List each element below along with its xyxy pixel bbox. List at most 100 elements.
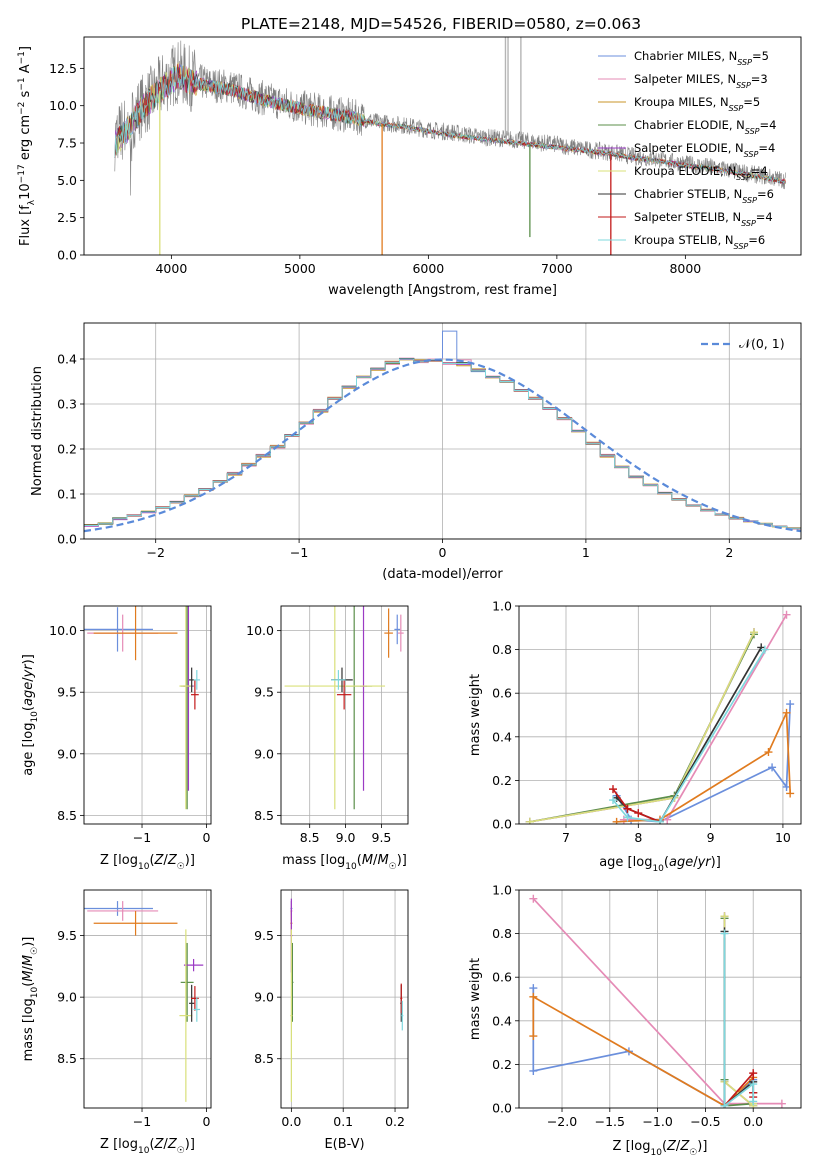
- legend-text: Kroupa STELIB, N: [634, 233, 734, 247]
- x-tick-label: 0: [203, 830, 211, 845]
- label-part: 10: [652, 864, 664, 874]
- weight-point: [525, 817, 534, 824]
- panel-spectrum: 4000 5000 6000 7000 8000 0.0 2.5 5.0 7.5 10.0 12.5…: [17, 36, 802, 298]
- plot-area: [84, 323, 801, 539]
- weight-point: [760, 645, 769, 654]
- x-axis-label: mass [log10(M/M☉)]: [282, 853, 407, 872]
- y-tick-label: 0.6: [492, 970, 512, 985]
- weight-point: [529, 1066, 538, 1075]
- x-tick-label: 8.5: [300, 830, 320, 845]
- x-tick-label: 2: [725, 545, 733, 560]
- y-tick-label: 9.5: [254, 685, 274, 700]
- y-tick-label: 8.5: [254, 808, 274, 823]
- y-tick-label: 0.0: [492, 817, 512, 832]
- x-tick-label: 7: [562, 830, 570, 845]
- x-tick-label: −1.0: [642, 1114, 672, 1129]
- legend-text: Kroupa MILES, N: [634, 95, 729, 109]
- x-tick-label: −1: [133, 1114, 151, 1129]
- label-part: ]: [18, 46, 33, 51]
- legend-label: Kroupa STELIB, NSSP=6: [634, 233, 765, 251]
- label-part: )]: [21, 937, 36, 947]
- weight-series-line: [532, 995, 754, 1107]
- legend-label: Chabrier STELIB, NSSP=6: [634, 187, 774, 205]
- y-axis-label: mass [log10(M/M☉)]: [21, 937, 40, 1062]
- plot-area: [114, 37, 786, 255]
- weight-point: [782, 610, 791, 619]
- weight-point: [609, 785, 617, 794]
- panel-age_vs_Z: −1 08.59.09.510.0Z [log10(Z/Z☉)]age [log1…: [21, 605, 212, 872]
- y-tick-label: 1.0: [492, 599, 512, 614]
- weight-series-line: [612, 649, 766, 823]
- y-tick-label: 8.5: [57, 808, 77, 823]
- label-part: M: [21, 955, 36, 966]
- weight-series-line: [532, 898, 782, 1105]
- model-spectrum: [114, 64, 786, 185]
- y-tick-label: 1.0: [492, 883, 512, 898]
- y-tick-label: 8.5: [57, 1051, 77, 1066]
- y-axis-label: Normed distribution: [30, 366, 45, 496]
- label-part: Z [log: [100, 1137, 138, 1152]
- x-tick-label: 4000: [155, 261, 187, 276]
- legend-sub: SSP: [729, 104, 744, 113]
- y-tick-label: 0.0: [57, 532, 77, 547]
- weight-point: [529, 984, 538, 993]
- legend: 𝒩(0, 1): [701, 336, 785, 351]
- plot-area: [84, 606, 211, 824]
- axes-frame: [83, 322, 802, 540]
- weight-point: [750, 628, 758, 637]
- y-tick-label: 9.0: [254, 990, 274, 1005]
- x-tick-label: 8: [634, 830, 642, 845]
- weight-point: [749, 1069, 758, 1078]
- y-tick-label: 0.8: [492, 926, 512, 941]
- label-part: (: [149, 853, 154, 868]
- label-part: erg cm: [18, 115, 33, 164]
- label-part: /: [373, 853, 378, 868]
- label-part: (: [357, 853, 362, 868]
- y-tick-label: 9.0: [57, 746, 77, 761]
- legend-label: Kroupa ELODIE, NSSP=4: [634, 164, 768, 182]
- label-part: )]: [21, 654, 36, 664]
- y-tick-label: 0.2: [492, 773, 512, 788]
- y-tick-label: 0.8: [492, 642, 512, 657]
- axes-frame: [83, 36, 802, 256]
- axes-frame: [280, 605, 409, 825]
- label-part: s: [18, 90, 33, 101]
- x-tick-label: 6000: [412, 261, 444, 276]
- label-part: 10: [138, 862, 150, 872]
- x-tick-label: 0.1: [333, 1114, 353, 1129]
- axes-frame: [83, 889, 212, 1109]
- y-tick-label: 9.5: [57, 685, 77, 700]
- label-part: M: [362, 853, 373, 868]
- weight-point: [529, 992, 538, 1001]
- weight-series-line: [723, 1070, 755, 1107]
- x-tick-label: 9: [707, 830, 715, 845]
- label-part: /: [676, 1139, 681, 1154]
- label-part: age [log: [599, 855, 652, 870]
- x-tick-label: 9.5: [372, 830, 392, 845]
- weight-series-line: [723, 933, 755, 1108]
- label-part: M: [21, 970, 36, 981]
- weight-point: [786, 700, 795, 709]
- x-tick-label: 8000: [669, 261, 701, 276]
- label-part: )]: [697, 1139, 707, 1154]
- x-tick-label: 0: [439, 545, 447, 560]
- x-tick-label: 5000: [284, 261, 316, 276]
- label-part: yr: [21, 663, 36, 679]
- y-tick-label: 0.1: [57, 487, 77, 502]
- figure-layer: 4000 5000 6000 7000 80000.02.55.07.510.012.5…: [17, 36, 802, 1158]
- legend-tail: =4: [751, 164, 768, 178]
- y-axis-label: mass weight: [468, 674, 483, 756]
- label-part: age: [21, 682, 36, 706]
- x-tick-label: 9.0: [336, 830, 356, 845]
- figure-title: PLATE=2148, MJD=54526, FIBERID=0580, z=0…: [241, 15, 641, 33]
- y-tick-label: 0.3: [57, 397, 77, 412]
- weight-point: [786, 789, 795, 798]
- legend-text: Kroupa ELODIE, N: [634, 164, 736, 178]
- legend-sub: SSP: [737, 58, 752, 67]
- label-part: (: [21, 706, 36, 711]
- y-tick-label: 9.0: [57, 990, 77, 1005]
- legend-text: Salpeter MILES, N: [634, 72, 736, 86]
- weight-point: [782, 708, 791, 717]
- weight-point: [612, 817, 621, 824]
